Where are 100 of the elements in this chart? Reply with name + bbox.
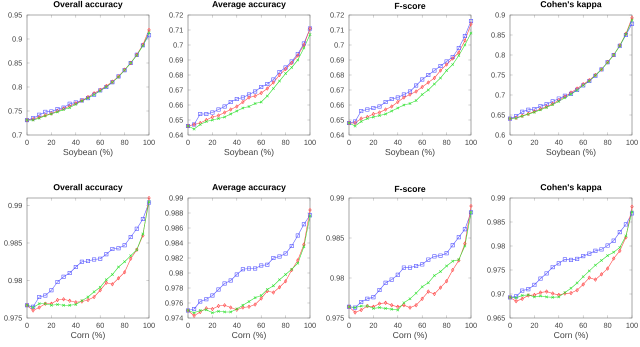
point	[354, 124, 357, 128]
point	[216, 310, 220, 313]
point	[272, 284, 275, 288]
point	[68, 102, 72, 106]
point	[74, 264, 78, 270]
point	[569, 291, 573, 296]
point	[241, 305, 244, 310]
point	[38, 302, 41, 306]
point	[266, 86, 269, 91]
point	[360, 116, 363, 121]
point	[463, 38, 466, 43]
point	[451, 268, 454, 272]
point	[277, 70, 282, 74]
point	[223, 310, 226, 314]
point	[562, 257, 567, 262]
point	[277, 254, 282, 259]
point	[390, 303, 394, 308]
point	[37, 294, 42, 300]
point	[74, 300, 78, 304]
point	[612, 238, 616, 243]
point	[463, 43, 466, 47]
point	[254, 94, 257, 98]
point	[235, 104, 238, 109]
point	[228, 278, 233, 283]
point	[526, 287, 530, 292]
point	[390, 104, 394, 109]
point	[98, 288, 102, 292]
point	[420, 92, 424, 96]
point	[594, 278, 597, 282]
point	[444, 251, 449, 256]
point	[568, 258, 574, 262]
point	[420, 262, 424, 266]
point	[210, 118, 214, 122]
point	[426, 88, 430, 92]
point	[210, 306, 214, 312]
point	[223, 110, 226, 115]
x-axis-title: Corn (%)	[554, 332, 588, 340]
point	[216, 304, 220, 308]
point	[140, 216, 145, 222]
point	[92, 290, 96, 294]
point	[544, 271, 549, 276]
point	[438, 68, 442, 73]
point	[550, 265, 555, 270]
point	[451, 62, 454, 66]
point	[192, 314, 196, 318]
point	[618, 246, 622, 249]
point	[260, 294, 263, 298]
point	[581, 254, 586, 258]
point	[402, 103, 406, 107]
point	[520, 294, 524, 297]
point	[302, 46, 306, 50]
point	[247, 95, 251, 100]
point	[62, 274, 66, 279]
point	[414, 303, 418, 308]
point	[247, 304, 251, 309]
point	[278, 72, 282, 78]
point	[110, 282, 114, 286]
point	[68, 270, 72, 276]
point	[396, 95, 400, 100]
point	[588, 269, 591, 272]
point	[254, 102, 257, 106]
point	[390, 96, 394, 102]
point	[216, 287, 221, 292]
point	[396, 100, 400, 104]
point	[284, 72, 288, 76]
point	[445, 264, 448, 268]
point	[92, 257, 96, 262]
point	[122, 243, 127, 248]
point	[210, 311, 214, 314]
point	[396, 272, 400, 277]
point	[290, 244, 294, 248]
point	[259, 84, 264, 90]
point	[408, 306, 412, 310]
point	[384, 280, 388, 285]
point	[253, 89, 258, 94]
x-axis-title: Soybean (%)	[385, 148, 434, 157]
point	[86, 298, 90, 302]
point	[123, 270, 126, 274]
point	[216, 113, 220, 118]
point	[360, 120, 363, 124]
point	[520, 110, 524, 114]
point	[129, 254, 132, 258]
point	[223, 115, 226, 119]
point	[271, 77, 276, 82]
point	[408, 266, 412, 270]
point	[253, 266, 258, 271]
point	[254, 302, 257, 307]
point	[432, 254, 436, 258]
point	[538, 294, 542, 298]
point	[272, 86, 275, 90]
point	[606, 243, 610, 248]
point	[229, 112, 232, 116]
point	[104, 280, 108, 285]
point	[457, 50, 460, 55]
point	[204, 112, 208, 116]
point	[284, 279, 288, 284]
point	[271, 256, 276, 260]
point	[520, 288, 524, 293]
point	[438, 270, 442, 274]
point	[414, 264, 418, 268]
